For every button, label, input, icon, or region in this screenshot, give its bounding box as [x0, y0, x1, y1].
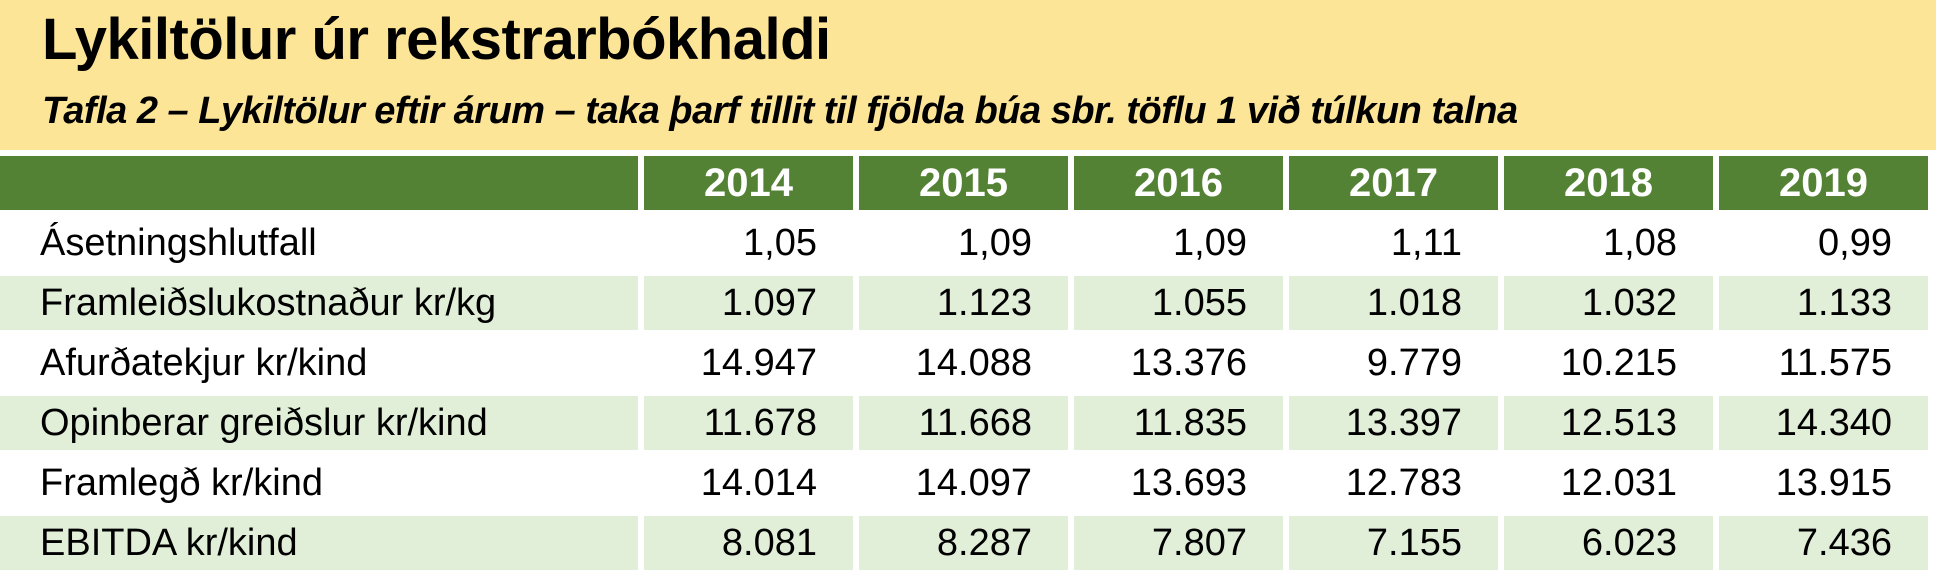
table-cell: 1,09 [958, 221, 1032, 264]
key-figures-table: 2014 2015 2016 2017 2018 2019 Ásetningsh… [0, 156, 1936, 576]
table-cell: 14.014 [700, 461, 817, 504]
table-cell: 11.835 [1074, 396, 1283, 450]
table-cell: 7.436 [1719, 516, 1928, 570]
table-row: Ásetningshlutfall 1,05 1,09 1,09 1,11 1,… [0, 216, 1936, 270]
table-cell: 11.575 [1778, 341, 1892, 384]
table-cell: 1,05 [743, 221, 817, 264]
table-caption: Tafla 2 – Lykiltölur eftir árum – taka þ… [42, 90, 1518, 132]
row-label: Ásetningshlutfall [40, 221, 317, 264]
table-cell: 12.031 [1560, 461, 1677, 504]
table-cell: 12.783 [1345, 461, 1462, 504]
table-cell: 1,09 [1173, 221, 1247, 264]
row-label: Framleiðslukostnaður kr/kg [0, 276, 638, 330]
table-cell: 7.807 [1074, 516, 1283, 570]
table-cell: 13.376 [1130, 341, 1247, 384]
table-cell: 14.947 [700, 341, 817, 384]
table-row: Framleiðslukostnaður kr/kg 1.097 1.123 1… [0, 276, 1936, 330]
table-row: Opinberar greiðslur kr/kind 11.678 11.66… [0, 396, 1936, 450]
table-cell: 14.088 [915, 341, 1032, 384]
table-cell: 11.678 [644, 396, 853, 450]
row-label: Framlegð kr/kind [40, 461, 323, 504]
table-cell: 1.032 [1504, 276, 1713, 330]
table-cell: 8.287 [859, 516, 1068, 570]
table-cell: 6.023 [1504, 516, 1713, 570]
column-header-2019: 2019 [1719, 156, 1928, 210]
column-header-2016: 2016 [1074, 156, 1283, 210]
column-header-2017: 2017 [1289, 156, 1498, 210]
column-header-2018: 2018 [1504, 156, 1713, 210]
column-header-2015: 2015 [859, 156, 1068, 210]
row-label: Opinberar greiðslur kr/kind [0, 396, 638, 450]
table-cell: 0,99 [1818, 221, 1892, 264]
table-cell: 10.215 [1560, 341, 1677, 384]
table-cell: 1,11 [1390, 221, 1462, 264]
table-cell: 1,08 [1603, 221, 1677, 264]
table-cell: 1.097 [644, 276, 853, 330]
table-cell: 13.397 [1289, 396, 1498, 450]
row-label: Afurðatekjur kr/kind [40, 341, 368, 384]
table-cell: 7.155 [1289, 516, 1498, 570]
table-cell: 11.668 [859, 396, 1068, 450]
table-cell: 12.513 [1504, 396, 1713, 450]
title-banner: Lykiltölur úr rekstrarbókhaldi Tafla 2 –… [0, 0, 1936, 150]
table-cell: 1.055 [1074, 276, 1283, 330]
table-cell: 9.779 [1366, 341, 1462, 384]
table-cell: 1.133 [1719, 276, 1928, 330]
table-cell: 13.693 [1130, 461, 1247, 504]
table-header-row: 2014 2015 2016 2017 2018 2019 [0, 156, 1936, 210]
table-row: EBITDA kr/kind 8.081 8.287 7.807 7.155 6… [0, 516, 1936, 570]
table-cell: 1.123 [859, 276, 1068, 330]
page-title: Lykiltölur úr rekstrarbókhaldi [42, 7, 831, 72]
table-row: Framlegð kr/kind 14.014 14.097 13.693 12… [0, 456, 1936, 510]
table-row: Afurðatekjur kr/kind 14.947 14.088 13.37… [0, 336, 1936, 390]
table-cell: 14.340 [1719, 396, 1928, 450]
table-cell: 8.081 [644, 516, 853, 570]
table-cell: 1.018 [1289, 276, 1498, 330]
column-header-2014: 2014 [644, 156, 853, 210]
column-header-label [0, 156, 638, 210]
table-cell: 13.915 [1775, 461, 1892, 504]
row-label: EBITDA kr/kind [0, 516, 638, 570]
table-cell: 14.097 [915, 461, 1032, 504]
